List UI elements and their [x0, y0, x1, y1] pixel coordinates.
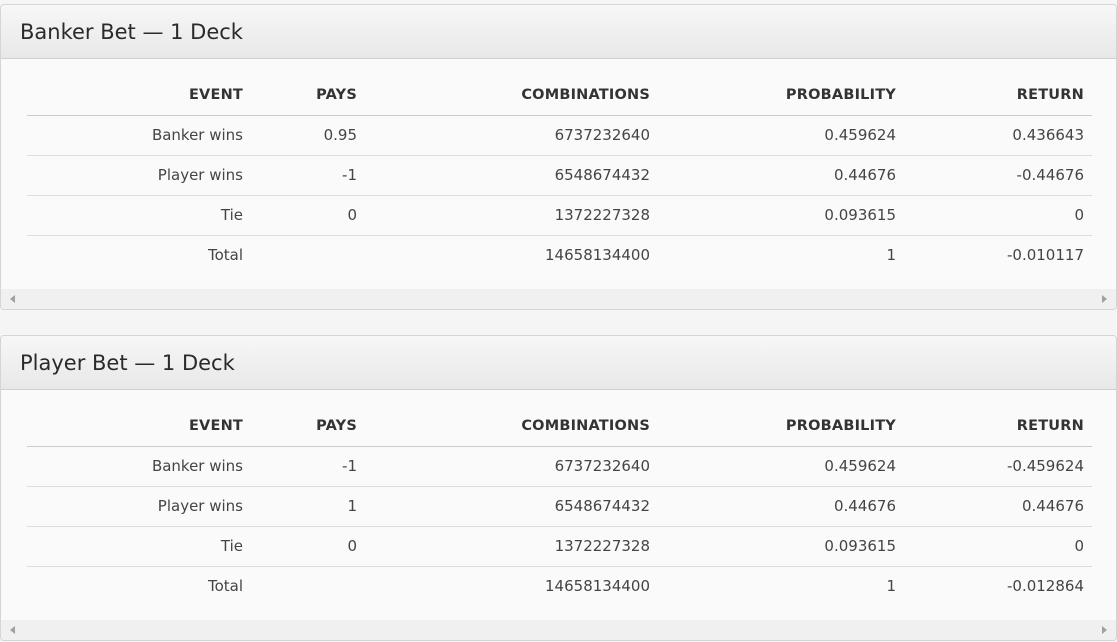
column-header-event: EVENT — [27, 406, 251, 447]
scroll-right-icon[interactable] — [1102, 295, 1107, 303]
cell-return: 0.44676 — [904, 486, 1092, 527]
cell-combinations: 14658134400 — [545, 577, 650, 596]
table-row: Player wins -1 6548674432 0.44676 -0.44676 — [27, 155, 1092, 196]
cell-pays: 1 — [251, 486, 365, 527]
column-header-combinations: COMBINATIONS — [365, 75, 658, 116]
cell-probability: 1 — [886, 246, 896, 265]
cell-event: Player wins — [27, 155, 251, 196]
column-header-return: RETURN — [904, 406, 1092, 447]
cell-pays: -1 — [251, 155, 365, 196]
banker-bet-panel: Banker Bet — 1 Deck EVENT PAYS COMBINATION… — [0, 4, 1117, 310]
cell-event: Total — [207, 246, 243, 265]
panel-title: Player Bet — 1 Deck — [1, 336, 1116, 390]
column-header-pays: PAYS — [251, 406, 365, 447]
cell-probability: 0.459624 — [658, 446, 904, 487]
cell-probability: 0.459624 — [658, 115, 904, 156]
cell-event: Banker wins — [27, 115, 251, 156]
player-bet-panel: Player Bet — 1 Deck EVENT PAYS COMBINATION… — [0, 335, 1117, 641]
cell-pays — [251, 566, 365, 606]
table-row: Total 14658134400 1 -0.012864 — [27, 566, 1092, 606]
horizontal-scrollbar[interactable] — [1, 289, 1116, 309]
cell-return: -0.459624 — [904, 446, 1092, 487]
column-header-probability: PROBABILITY — [658, 75, 904, 116]
scroll-right-icon[interactable] — [1102, 626, 1107, 634]
cell-event: Banker wins — [27, 446, 251, 487]
cell-pays — [251, 235, 365, 275]
table-header-row: EVENT PAYS COMBINATIONS PROBABILITY RETURN — [27, 406, 1092, 447]
cell-combinations: 6737232640 — [365, 115, 658, 156]
table-row: Banker wins -1 6737232640 0.459624 -0.459624 — [27, 446, 1092, 487]
cell-combinations: 6737232640 — [365, 446, 658, 487]
scroll-left-icon[interactable] — [10, 626, 15, 634]
cell-probability: 0.093615 — [658, 195, 904, 236]
table-row: Player wins 1 6548674432 0.44676 0.44676 — [27, 486, 1092, 527]
table-row: Banker wins 0.95 6737232640 0.459624 0.43664… — [27, 115, 1092, 156]
column-header-return: RETURN — [904, 75, 1092, 116]
column-header-event: EVENT — [27, 75, 251, 116]
cell-return: 0.436643 — [904, 115, 1092, 156]
cell-return: -0.012864 — [1007, 577, 1084, 596]
table-row: Total 14658134400 1 -0.010117 — [27, 235, 1092, 275]
cell-combinations: 6548674432 — [365, 155, 658, 196]
cell-probability: 0.44676 — [658, 486, 904, 527]
odds-table: EVENT PAYS COMBINATIONS PROBABILITY RETURN Ba… — [27, 75, 1092, 275]
cell-probability: 0.44676 — [658, 155, 904, 196]
column-header-pays: PAYS — [251, 75, 365, 116]
column-header-probability: PROBABILITY — [658, 406, 904, 447]
cell-pays: 0.95 — [251, 115, 365, 156]
column-header-combinations: COMBINATIONS — [365, 406, 658, 447]
cell-combinations: 14658134400 — [545, 246, 650, 265]
table-row: Tie 0 1372227328 0.093615 0 — [27, 526, 1092, 567]
table-header-row: EVENT PAYS COMBINATIONS PROBABILITY RETURN — [27, 75, 1092, 116]
cell-return: 0 — [904, 526, 1092, 567]
cell-event: Total — [207, 577, 243, 596]
cell-pays: -1 — [251, 446, 365, 487]
horizontal-scrollbar[interactable] — [1, 620, 1116, 640]
cell-probability: 1 — [886, 577, 896, 596]
cell-probability: 0.093615 — [658, 526, 904, 567]
cell-pays: 0 — [251, 195, 365, 236]
panel-title: Banker Bet — 1 Deck — [1, 5, 1116, 59]
odds-table: EVENT PAYS COMBINATIONS PROBABILITY RETURN Ba… — [27, 406, 1092, 606]
cell-return: -0.44676 — [904, 155, 1092, 196]
cell-combinations: 6548674432 — [365, 486, 658, 527]
scroll-left-icon[interactable] — [10, 295, 15, 303]
cell-return: 0 — [904, 195, 1092, 236]
cell-event: Tie — [27, 526, 251, 567]
cell-combinations: 1372227328 — [365, 526, 658, 567]
table-row: Tie 0 1372227328 0.093615 0 — [27, 195, 1092, 236]
cell-event: Player wins — [27, 486, 251, 527]
cell-combinations: 1372227328 — [365, 195, 658, 236]
cell-pays: 0 — [251, 526, 365, 567]
cell-event: Tie — [27, 195, 251, 236]
cell-return: -0.010117 — [1007, 246, 1084, 265]
